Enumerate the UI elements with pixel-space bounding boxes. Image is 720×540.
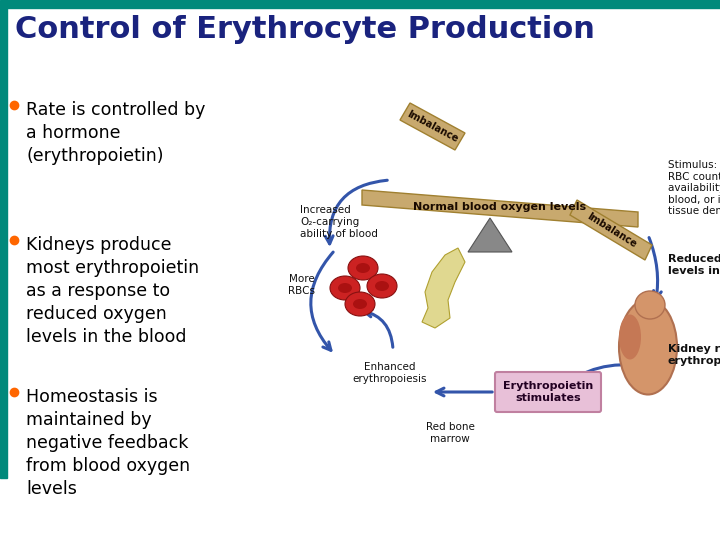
- Polygon shape: [362, 190, 638, 227]
- Text: Normal blood oxygen levels: Normal blood oxygen levels: [413, 202, 587, 212]
- Ellipse shape: [345, 292, 375, 316]
- Ellipse shape: [348, 256, 378, 280]
- Ellipse shape: [353, 299, 367, 309]
- Text: Imbalance: Imbalance: [585, 211, 639, 249]
- Ellipse shape: [330, 276, 360, 300]
- Text: Enhanced
erythropoiesis: Enhanced erythropoiesis: [353, 362, 427, 383]
- Text: Erythropoietin
stimulates: Erythropoietin stimulates: [503, 381, 593, 403]
- Polygon shape: [468, 218, 512, 252]
- Ellipse shape: [375, 281, 389, 291]
- Text: Homeostasis is
maintained by
negative feedback
from blood oxygen
levels: Homeostasis is maintained by negative fe…: [26, 388, 190, 497]
- Ellipse shape: [635, 291, 665, 319]
- Polygon shape: [422, 248, 465, 328]
- Polygon shape: [400, 103, 465, 150]
- Text: Imbalance: Imbalance: [405, 109, 459, 145]
- Ellipse shape: [338, 283, 352, 293]
- Ellipse shape: [619, 300, 677, 395]
- Text: Stimulus: Decreased
RBC count, decreased
availability of O₂ to
blood, or increas: Stimulus: Decreased RBC count, decreased…: [668, 160, 720, 217]
- Text: Increased
O₂-carrying
ability of blood: Increased O₂-carrying ability of blood: [300, 205, 378, 239]
- Text: Reduced O₂
levels in blood: Reduced O₂ levels in blood: [668, 254, 720, 276]
- Text: Control of Erythrocyte Production: Control of Erythrocyte Production: [15, 16, 595, 44]
- Ellipse shape: [367, 274, 397, 298]
- Ellipse shape: [356, 263, 370, 273]
- Text: Rate is controlled by
a hormone
(erythropoietin): Rate is controlled by a hormone (erythro…: [26, 101, 205, 165]
- Ellipse shape: [619, 314, 641, 360]
- Polygon shape: [570, 200, 652, 260]
- Text: Kidney releases
erythropoietin: Kidney releases erythropoietin: [668, 344, 720, 366]
- Bar: [0, 0, 720, 8]
- Text: More
RBCs: More RBCs: [288, 274, 315, 296]
- Text: Kidneys produce
most erythropoietin
as a response to
reduced oxygen
levels in th: Kidneys produce most erythropoietin as a…: [26, 236, 199, 346]
- FancyBboxPatch shape: [495, 372, 601, 412]
- Text: Red bone
marrow: Red bone marrow: [426, 422, 474, 443]
- Bar: [0, 8, 7, 478]
